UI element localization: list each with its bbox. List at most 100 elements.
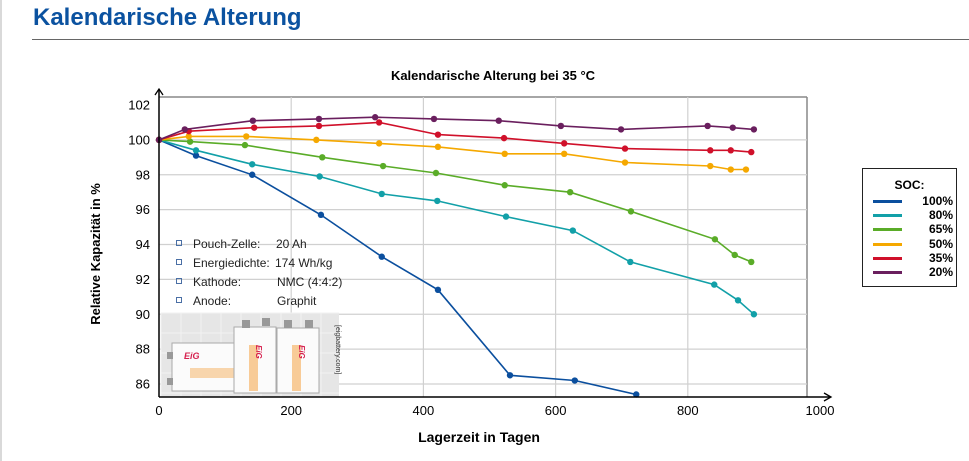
series-line	[158, 139, 752, 263]
tick-labels: 86 88 90 92 94 96 98 100 102 0 200 400 600 800 1000	[128, 98, 834, 419]
data-point	[742, 166, 750, 173]
y-tick-label: 86	[136, 377, 150, 392]
data-point	[506, 372, 514, 379]
series-layer	[155, 114, 758, 398]
data-point	[249, 117, 257, 124]
data-point	[378, 253, 385, 260]
legend-item-65: 65%	[873, 222, 953, 236]
data-point	[315, 122, 323, 130]
x-axis-label: Lagerzeit in Tagen	[418, 429, 540, 445]
x-tick-label: 1000	[806, 403, 835, 418]
y-axis-label: Relative Kapazität in %	[88, 183, 103, 325]
legend: SOC: 100% 80% 65% 50% 35% 20%	[862, 168, 957, 287]
data-point	[501, 150, 508, 158]
y-tick-label: 96	[136, 202, 150, 217]
data-point	[249, 171, 256, 178]
bullet-icon	[176, 297, 182, 303]
y-axis-arrow-icon	[154, 87, 164, 96]
data-point	[621, 159, 629, 166]
data-point	[243, 133, 250, 140]
data-point	[313, 136, 320, 144]
x-axis-arrow-icon	[823, 392, 833, 402]
data-point	[707, 147, 714, 154]
chart-title: Kalendarische Alterung bei 35 °C	[391, 68, 596, 83]
battery-tab	[167, 352, 173, 359]
photo-credit: [eigbattery.com]	[334, 325, 341, 374]
legend-swatch	[873, 257, 902, 260]
legend-item-50: 50%	[873, 237, 953, 251]
info-value: Graphit	[277, 294, 317, 308]
legend-swatch	[873, 214, 902, 217]
data-point	[500, 134, 508, 142]
legend-swatch	[873, 228, 902, 231]
battery-label-stripe	[190, 368, 250, 378]
battery-photo: EiG EiG	[160, 312, 339, 397]
data-point	[315, 115, 323, 123]
y-tick-label: 92	[136, 272, 150, 287]
legend-item-35: 35%	[873, 251, 953, 265]
data-point	[241, 141, 249, 149]
data-point	[316, 173, 323, 180]
photo-logo: EiG	[184, 351, 200, 361]
legend-title: SOC:	[894, 178, 925, 192]
series-line	[158, 121, 752, 153]
data-point	[748, 258, 755, 266]
legend-swatch	[873, 200, 902, 203]
data-point	[617, 126, 625, 133]
legend-item-80: 80%	[873, 208, 953, 222]
data-point	[711, 281, 718, 288]
bullet-icon	[176, 259, 182, 265]
page-left-border	[0, 0, 2, 461]
data-point	[186, 138, 194, 145]
series-65pct	[155, 136, 755, 266]
data-point	[432, 169, 440, 177]
legend-swatch	[873, 243, 902, 246]
battery-tab	[242, 320, 250, 328]
data-point	[375, 119, 383, 126]
data-point	[501, 182, 508, 189]
info-label: Kathode:	[193, 275, 242, 289]
x-tick-label: 600	[545, 403, 567, 418]
bullet-icon	[176, 278, 182, 284]
data-point	[727, 147, 734, 154]
y-tick-label: 100	[128, 132, 150, 147]
data-point	[704, 122, 711, 130]
battery-tab	[262, 318, 270, 326]
legend-label: 65%	[928, 222, 953, 236]
axes	[154, 87, 833, 402]
x-tick-label: 200	[280, 403, 302, 418]
battery-label-stripe	[292, 345, 301, 391]
legend-label: 100%	[922, 194, 953, 208]
data-point	[249, 161, 256, 168]
data-point	[729, 124, 736, 131]
data-point	[571, 377, 578, 384]
data-point	[621, 145, 629, 152]
bullet-icon	[176, 240, 182, 246]
info-value: 174 Wh/kg	[275, 256, 333, 270]
battery-tab	[305, 320, 313, 328]
legend-item-100: 100%	[873, 194, 953, 208]
y-tick-label: 102	[128, 98, 150, 113]
data-point	[750, 311, 758, 318]
data-point	[731, 251, 738, 259]
info-value: 20 Ah	[276, 237, 307, 251]
data-point	[434, 131, 442, 138]
x-tick-label: 400	[413, 403, 435, 418]
legend-item-20: 20%	[873, 265, 953, 279]
y-tick-label: 94	[136, 237, 150, 252]
legend-label: 20%	[928, 265, 953, 279]
data-point	[495, 117, 502, 124]
data-point	[633, 391, 640, 398]
title-divider	[32, 39, 969, 40]
data-point	[430, 115, 438, 123]
photo-logo: EiG	[254, 345, 263, 359]
info-value: NMC (4:4:2)	[277, 275, 343, 289]
series-line	[158, 139, 755, 315]
data-point	[192, 147, 200, 154]
data-point	[192, 152, 200, 159]
data-point	[375, 140, 383, 147]
data-point	[317, 211, 325, 219]
info-label: Energiedichte:	[193, 256, 270, 270]
data-point	[560, 150, 568, 158]
